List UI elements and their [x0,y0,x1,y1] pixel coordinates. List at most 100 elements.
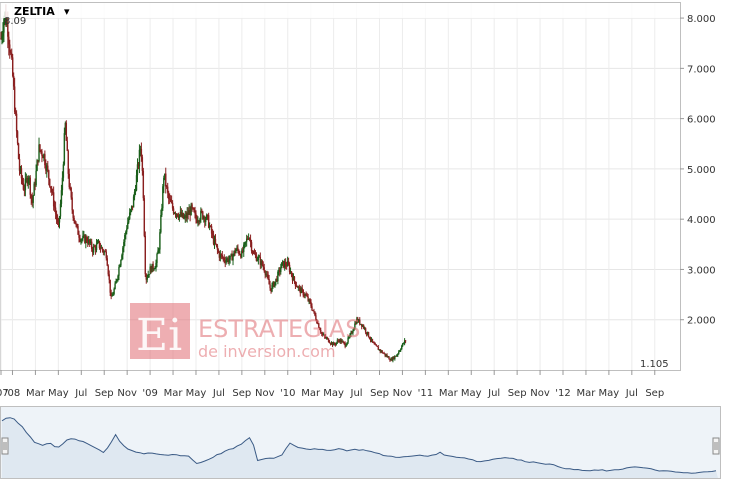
y-tick-label: 4.000 [687,215,716,226]
candle-body [329,343,332,344]
candle-body [282,261,284,263]
navigator-right-handle[interactable] [712,437,720,455]
candle-body [352,331,354,334]
candle-body [30,194,32,199]
candle-body [55,213,58,220]
candle-body [361,325,364,327]
candle-body [177,216,180,219]
candle-body [278,269,280,272]
x-tick-label: May [186,388,207,399]
candle-body [401,343,404,347]
candles [0,4,407,363]
candle-body [138,149,141,167]
candle-body [238,250,240,254]
candle-body [97,240,100,242]
x-tick-label: '11 [418,388,433,399]
candle-body [228,259,230,263]
candle-body [296,286,299,288]
candle-body [317,323,319,325]
x-axis: '07'08MarMayJulSepNov'09MarMayJulSepNov'… [0,370,664,399]
candle-body [73,217,75,221]
candle-body [382,352,384,354]
candle-body [103,251,106,253]
candle-body [311,306,313,311]
max-price-label: 8.09 [4,16,26,27]
candle-body [189,210,191,216]
candle-body [385,355,387,356]
x-tick-label: '07 [0,388,9,399]
candle-body [239,253,241,255]
candle-body [356,318,358,324]
candle-body [35,170,37,186]
candle-body [2,32,4,37]
candle-body [143,198,146,236]
candle-body [27,178,29,184]
candle-body [109,279,111,293]
candle-body [146,277,148,280]
candle-body [289,271,292,273]
navigator-chart[interactable] [0,406,732,485]
candle-body [94,246,97,250]
candle-body [99,247,102,249]
candle-body [77,226,79,235]
candle-body [190,204,192,216]
candle-body [186,212,188,219]
candle-body [79,237,81,241]
navigator-line [1,417,717,474]
candle-body [219,253,222,258]
candle-body [176,213,179,217]
candle-body [263,267,265,272]
candle-body [198,221,200,222]
navigator-left-handle[interactable] [1,437,9,455]
candle-body [110,292,112,297]
candle-body [226,258,228,261]
candle-body [140,148,143,158]
candle-body [284,262,286,268]
candle-body [184,215,186,218]
candle-body [17,143,20,159]
svg-text:de inversion.com: de inversion.com [198,342,336,361]
candle-body [187,212,189,215]
x-tick-label: Nov [393,388,413,399]
min-price-label: 1.105 [640,359,669,370]
candle-body [307,296,309,301]
ticker-dropdown-icon[interactable]: ▾ [64,5,70,18]
candle-body [128,212,131,219]
candle-body [348,336,350,338]
candle-body [199,219,201,222]
candle-body [205,219,207,222]
candle-body [74,220,76,224]
x-tick-label: Mar [577,388,597,399]
candle-body [206,214,208,220]
x-tick-label: Nov [255,388,275,399]
candle-body [370,338,373,341]
candle-body [43,154,45,159]
candle-body [19,168,22,171]
candle-body [233,250,235,256]
candle-body [244,242,246,245]
candle-body [9,44,11,53]
candle-body [306,295,308,297]
candle-body [36,160,38,171]
candle-body [163,177,165,187]
candle-body [343,342,345,344]
candle-body [265,274,267,276]
candle-body [224,260,226,263]
y-tick-label: 6.000 [687,115,716,126]
candle-body [69,187,71,188]
y-tick-label: 7.000 [687,64,716,75]
candle-body [232,255,234,261]
candle-body [112,294,114,296]
ticker-title[interactable]: ZELTIA [14,5,55,18]
candle-body [374,344,377,346]
candle-body [56,219,59,222]
candle-body [6,22,8,25]
candle-body [363,328,366,330]
candle-body [268,278,270,285]
candle-body [127,222,129,229]
candle-body [361,323,363,327]
candle-body [319,327,321,331]
candle-body [295,285,298,287]
x-tick-label: Mar [26,388,46,399]
x-tick-label: Sep [232,388,251,399]
